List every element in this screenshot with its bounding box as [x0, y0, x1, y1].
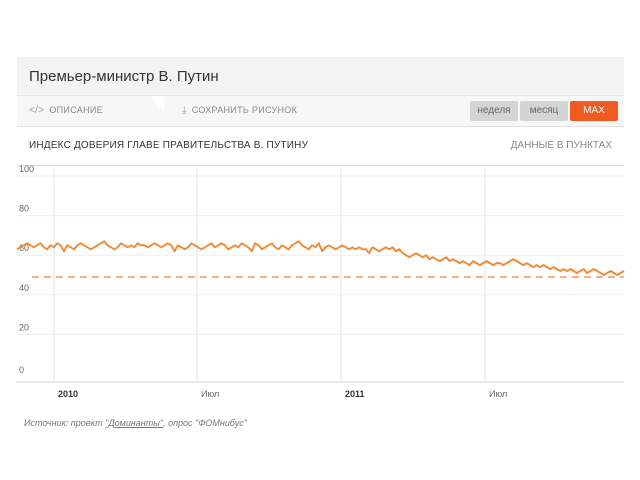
x-tick-label: 2010 [58, 389, 78, 399]
y-tick-label: 60 [19, 243, 29, 253]
tab-notch [150, 96, 164, 112]
chart-title: ИНДЕКС ДОВЕРИЯ ГЛАВЕ ПРАВИТЕЛЬСТВА В. ПУ… [29, 140, 309, 151]
y-tick-label: 80 [19, 204, 29, 214]
x-tick-label: 2011 [345, 389, 365, 399]
range-month-button[interactable]: месяц [520, 101, 568, 121]
y-tick-label: 20 [19, 322, 29, 332]
y-tick-label: 40 [19, 283, 29, 293]
save-label: СОХРАНИТЬ РИСУНОК [191, 105, 298, 115]
description-label: ОПИСАНИЕ [49, 105, 103, 115]
series-line [16, 240, 625, 276]
description-tab[interactable]: </> ОПИСАНИЕ [29, 105, 103, 116]
source-link[interactable]: "Доминанты" [105, 418, 164, 428]
range-max-button[interactable]: MAX [570, 101, 618, 121]
chart-card: Премьер-министр В. Путин </> ОПИСАНИЕ ⤓ СО… [17, 57, 624, 385]
source-suffix: , опрос "ФОМнибус" [163, 418, 247, 428]
code-icon: </> [29, 105, 45, 116]
source-note: Источник: проект "Доминанты", опрос "ФОМ… [24, 418, 247, 428]
card-header: Премьер-министр В. Путин [17, 57, 624, 96]
chart-units: ДАННЫЕ В ПУНКТАХ [510, 140, 612, 151]
save-image-button[interactable]: ⤓ СОХРАНИТЬ РИСУНОК [182, 105, 297, 116]
x-axis: 2010 Июл 2011 Июл [58, 389, 507, 399]
x-tick-label: Июл [201, 389, 219, 399]
card-title: Премьер-министр В. Путин [29, 68, 219, 85]
chart-subheader: ИНДЕКС ДОВЕРИЯ ГЛАВЕ ПРАВИТЕЛЬСТВА В. ПУ… [17, 127, 624, 166]
y-axis: 0 20 40 60 80 100 [19, 164, 34, 375]
download-icon: ⤓ [182, 105, 187, 116]
source-prefix: Источник: проект [24, 418, 106, 428]
y-tick-label: 100 [19, 164, 34, 174]
chart-gridlines [17, 168, 624, 382]
range-week-button[interactable]: неделя [470, 101, 518, 121]
y-tick-label: 0 [19, 365, 24, 375]
x-tick-label: Июл [489, 389, 507, 399]
